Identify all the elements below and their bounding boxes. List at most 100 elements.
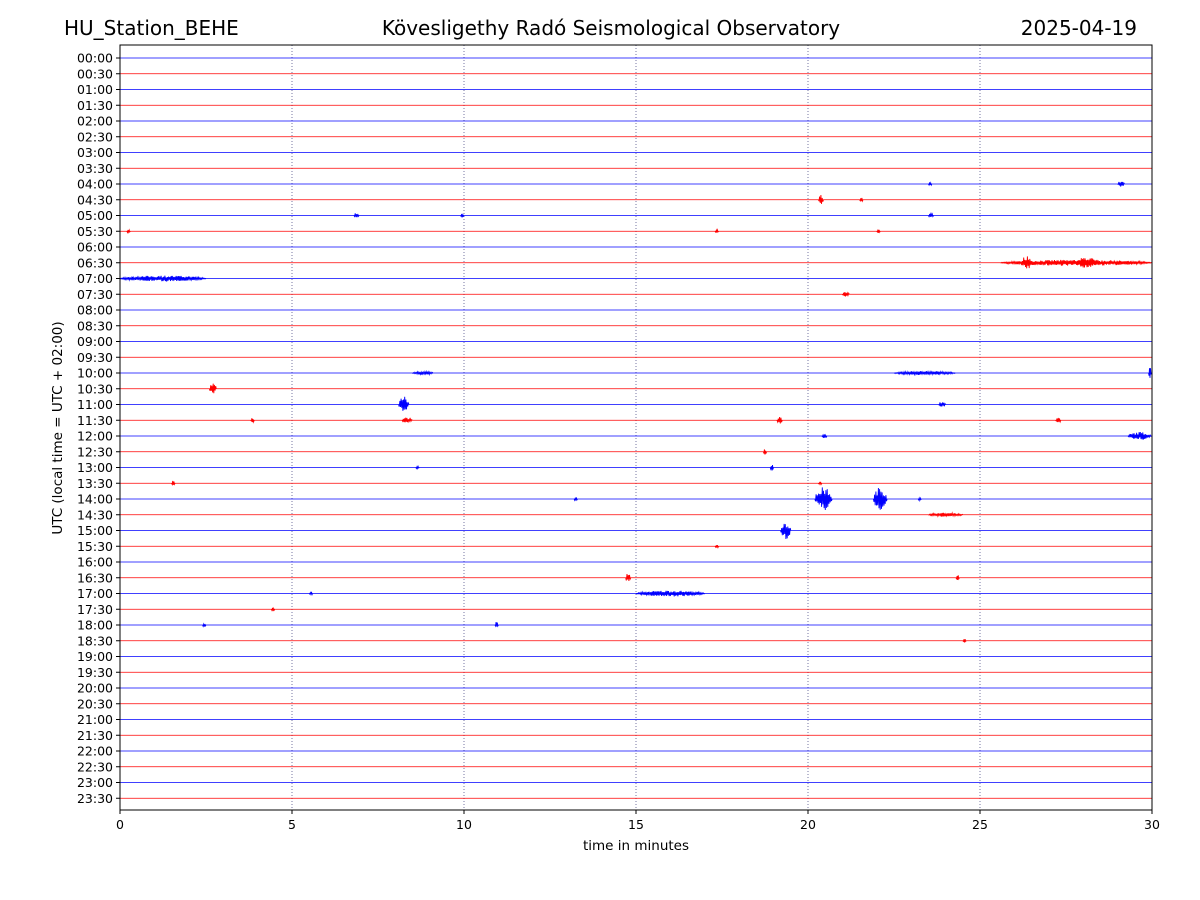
y-tick-label: 17:30 <box>77 602 113 617</box>
y-tick-label: 07:00 <box>77 271 113 286</box>
y-tick-label: 03:30 <box>77 161 113 176</box>
seismic-events <box>119 181 1152 643</box>
event-burst <box>415 464 420 470</box>
y-tick-label: 23:00 <box>77 775 113 790</box>
event-burst <box>962 638 967 643</box>
y-tick-label: 11:00 <box>77 397 113 412</box>
y-tick-label: 18:30 <box>77 633 113 648</box>
event-burst <box>573 496 578 502</box>
y-tick-label: 19:00 <box>77 649 113 664</box>
y-tick-label: 21:30 <box>77 728 113 743</box>
event-burst <box>769 464 775 471</box>
y-tick-label: 07:30 <box>77 287 113 302</box>
x-tick-label: 0 <box>116 817 124 832</box>
event-burst <box>202 622 207 628</box>
y-tick-label: 16:00 <box>77 555 113 570</box>
x-tick-label: 5 <box>288 817 296 832</box>
event-burst <box>872 487 888 510</box>
y-tick-label: 09:00 <box>77 334 113 349</box>
event-burst <box>398 396 410 411</box>
y-tick-label: 14:30 <box>77 507 113 522</box>
y-tick-label: 21:00 <box>77 712 113 727</box>
event-burst <box>859 197 864 203</box>
vertical-grid <box>291 45 981 810</box>
event-burst <box>308 591 314 597</box>
event-burst <box>635 590 706 597</box>
x-axis-ticks: 0 5 10 15 20 25 30 <box>116 810 1160 832</box>
event-burst <box>928 181 933 187</box>
y-tick-label: 16:30 <box>77 570 113 585</box>
y-tick-label: 13:00 <box>77 460 113 475</box>
event-burst <box>938 402 946 407</box>
y-tick-label: 20:30 <box>77 696 113 711</box>
y-tick-label: 04:30 <box>77 192 113 207</box>
event-burst <box>955 575 960 581</box>
y-tick-label: 14:00 <box>77 492 113 507</box>
y-tick-label: 08:00 <box>77 303 113 318</box>
event-burst <box>780 523 792 540</box>
event-burst <box>208 383 217 394</box>
y-tick-label: 12:00 <box>77 429 113 444</box>
y-tick-label: 12:30 <box>77 444 113 459</box>
y-tick-label: 05:30 <box>77 224 113 239</box>
event-burst <box>814 487 833 511</box>
y-tick-label: 08:30 <box>77 318 113 333</box>
event-burst <box>821 433 828 439</box>
event-burst <box>714 544 720 549</box>
y-tick-label: 22:00 <box>77 744 113 759</box>
y-tick-label: 18:00 <box>77 618 113 633</box>
event-burst <box>401 417 413 424</box>
y-tick-label: 06:30 <box>77 255 113 270</box>
y-tick-label: 00:30 <box>77 66 113 81</box>
event-burst <box>250 418 255 424</box>
x-tick-label: 10 <box>456 817 472 832</box>
y-axis-ticks: 00:0000:3001:0001:3002:0002:3003:0003:30… <box>77 51 120 806</box>
event-burst <box>1076 258 1098 268</box>
x-axis-label: time in minutes <box>583 838 689 854</box>
event-burst <box>412 369 434 377</box>
y-tick-label: 09:30 <box>77 350 113 365</box>
y-tick-label: 17:00 <box>77 586 113 601</box>
y-tick-label: 22:30 <box>77 759 113 774</box>
event-burst <box>714 228 719 234</box>
y-tick-label: 15:30 <box>77 539 113 554</box>
event-burst <box>1127 432 1152 440</box>
x-tick-label: 30 <box>1144 817 1160 832</box>
x-tick-label: 20 <box>800 817 816 832</box>
y-tick-label: 23:30 <box>77 791 113 806</box>
y-tick-label: 19:30 <box>77 665 113 680</box>
y-tick-label: 01:00 <box>77 82 113 97</box>
y-axis-label: UTC (local time = UTC + 02:00) <box>50 321 66 534</box>
chart-date: 2025-04-19 <box>1021 16 1137 40</box>
event-burst <box>1148 368 1152 378</box>
event-burst <box>1055 417 1062 424</box>
y-tick-label: 02:00 <box>77 114 113 129</box>
event-burst <box>842 291 850 297</box>
event-burst <box>126 228 131 234</box>
event-burst <box>817 481 823 486</box>
event-burst <box>893 370 956 377</box>
y-tick-label: 10:00 <box>77 366 113 381</box>
y-tick-label: 00:00 <box>77 51 113 66</box>
y-tick-label: 15:00 <box>77 523 113 538</box>
y-tick-label: 13:30 <box>77 476 113 491</box>
x-tick-label: 25 <box>972 817 988 832</box>
y-tick-label: 10:30 <box>77 381 113 396</box>
station-name: HU_Station_BEHE <box>64 16 239 40</box>
y-tick-label: 05:00 <box>77 208 113 223</box>
y-tick-label: 11:30 <box>77 413 113 428</box>
event-burst <box>270 606 276 612</box>
event-burst <box>460 213 465 218</box>
x-tick-label: 15 <box>628 817 644 832</box>
y-tick-label: 06:00 <box>77 240 113 255</box>
event-burst <box>1117 181 1125 187</box>
event-burst <box>171 480 176 486</box>
event-burst <box>625 573 632 582</box>
event-burst <box>119 275 207 282</box>
event-burst <box>1020 256 1032 269</box>
y-tick-label: 02:30 <box>77 129 113 144</box>
event-burst <box>928 212 934 218</box>
event-burst <box>776 416 783 424</box>
